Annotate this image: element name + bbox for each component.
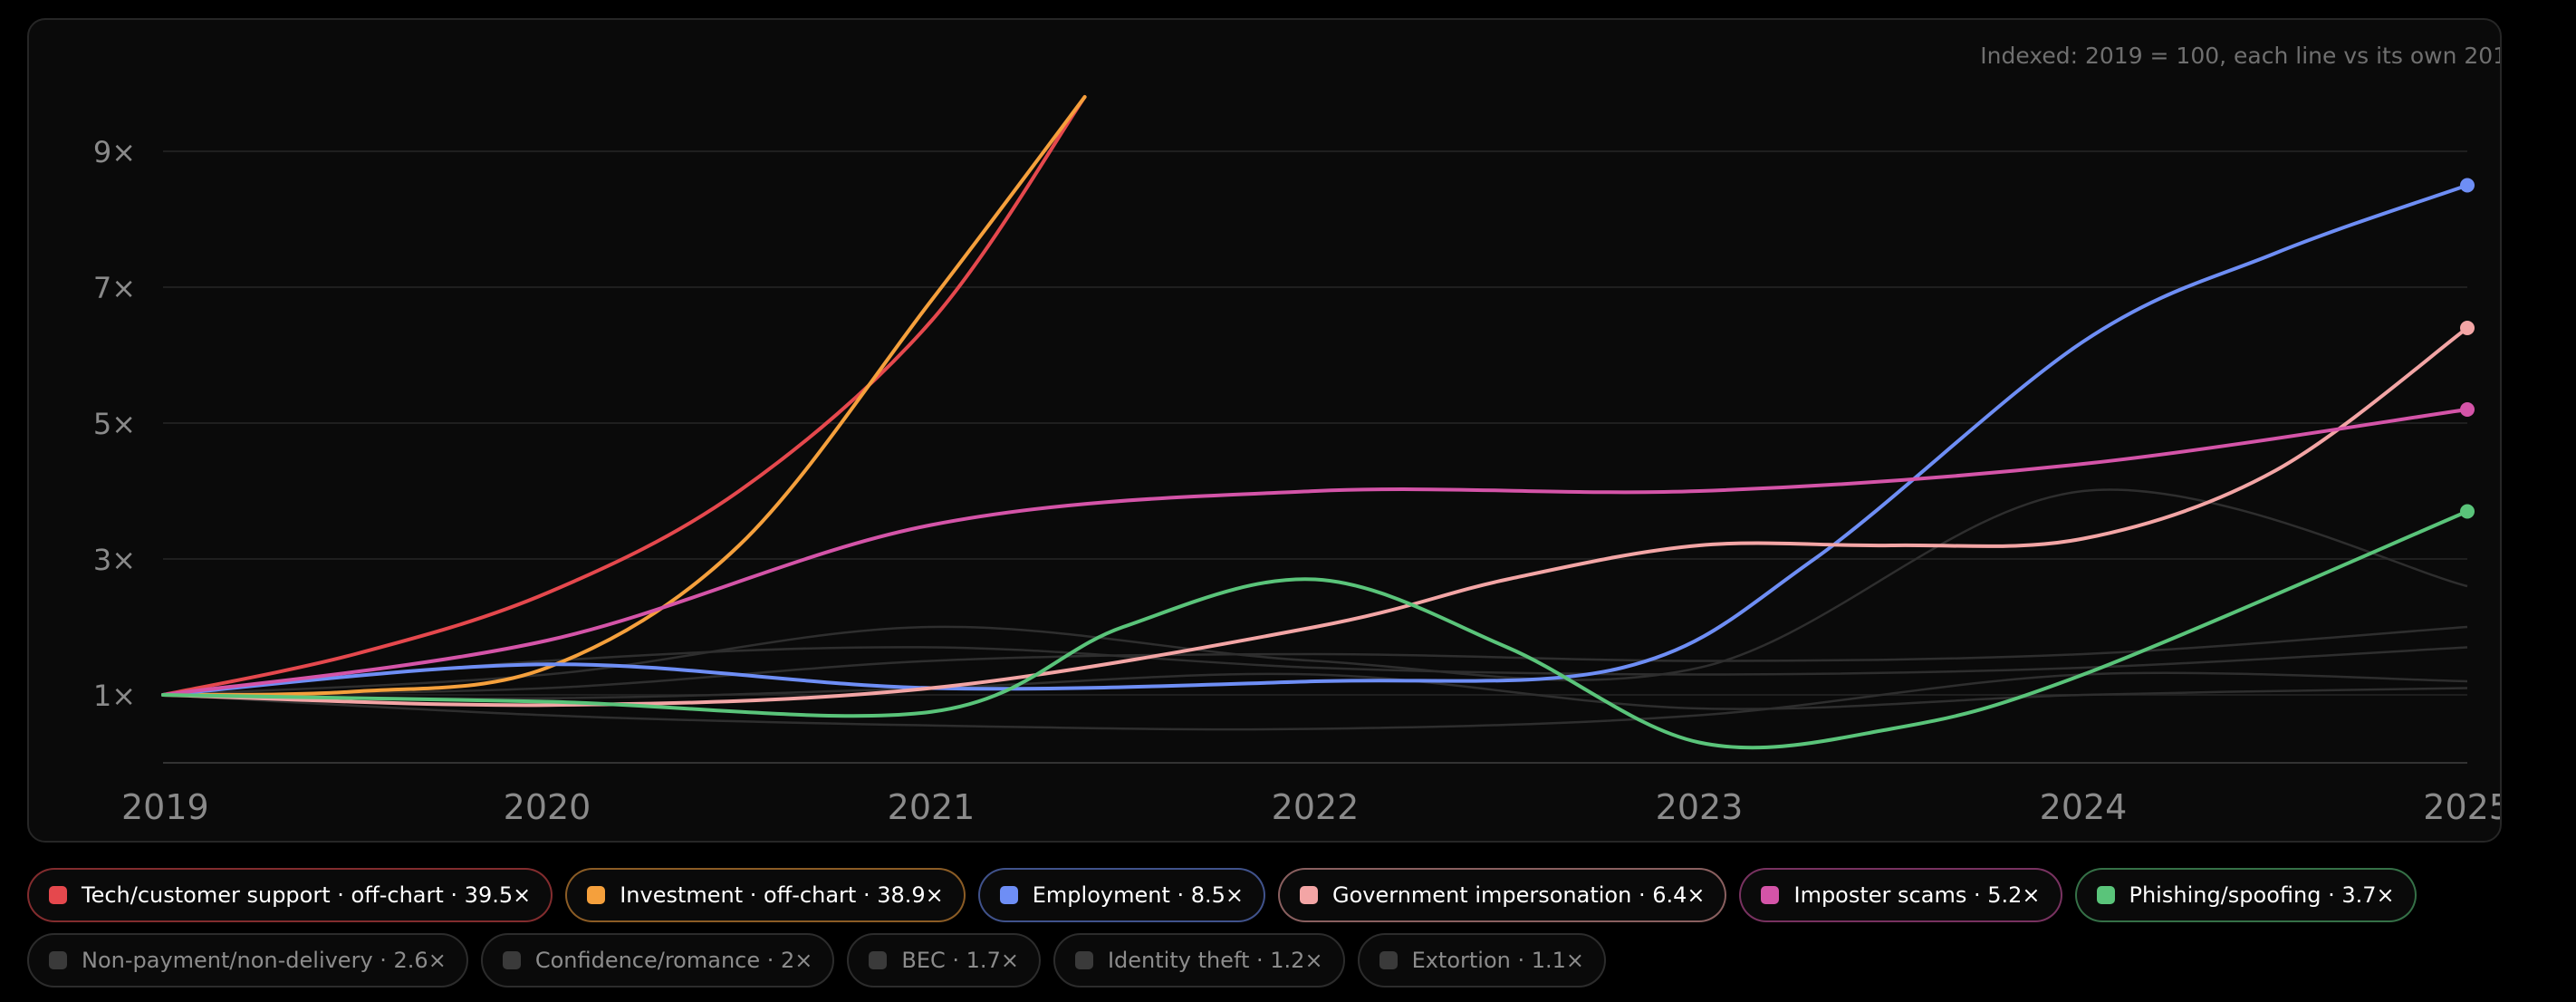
- series-endpoint-phishing-spoofing: [2460, 504, 2475, 519]
- x-tick-label: 2022: [1272, 787, 1360, 827]
- legend-chip-identity-theft[interactable]: Identity theft · 1.2×: [1053, 933, 1345, 988]
- legend-label: Government impersonation · 6.4×: [1332, 882, 1706, 908]
- series-line-confidence-romance: [162, 625, 2468, 697]
- y-tick-label: 7×: [93, 271, 136, 305]
- series-line-phishing-spoofing: [161, 509, 2469, 750]
- legend-swatch: [49, 951, 67, 969]
- line-chart: 1× 3× 5× 7× 9× 2019 2020 2021 2022 2023 2024 2025 I…: [93, 43, 2502, 827]
- legend-swatch: [502, 951, 521, 969]
- legend-chip-non-payment-non-delivery[interactable]: Non-payment/non-delivery · 2.6×: [27, 933, 468, 988]
- y-tick-label: 9×: [93, 135, 136, 169]
- legend-highlighted: Tech/customer support · off-chart · 39.5…: [27, 868, 2417, 922]
- legend-muted: Non-payment/non-delivery · 2.6× Confidenc…: [27, 933, 1607, 988]
- y-tick-label: 5×: [93, 407, 136, 441]
- legend-chip-government-impersonation[interactable]: Government impersonation · 6.4×: [1278, 868, 1727, 922]
- legend-chip-bec[interactable]: BEC · 1.7×: [847, 933, 1041, 988]
- legend-label: Confidence/romance · 2×: [534, 948, 813, 973]
- y-tick-label: 3×: [93, 543, 136, 577]
- series-line-bec: [162, 646, 2468, 697]
- series-endpoint-employment: [2460, 178, 2475, 193]
- legend-swatch: [1761, 886, 1780, 904]
- series-line-non-payment-non-delivery: [162, 488, 2468, 697]
- legend-swatch: [999, 886, 1018, 904]
- x-tick-label: 2025: [2423, 787, 2502, 827]
- chart-panel: 1× 3× 5× 7× 9× 2019 2020 2021 2022 2023 2024 2025 I…: [27, 18, 2502, 843]
- legend-label: Tech/customer support · off-chart · 39.5…: [82, 882, 532, 908]
- x-tick-label: 2020: [504, 787, 591, 827]
- series-endpoint-government-impersonation: [2460, 321, 2475, 335]
- x-tick-label: 2023: [1656, 787, 1744, 827]
- legend-swatch: [587, 886, 606, 904]
- legend-chip-extortion[interactable]: Extortion · 1.1×: [1357, 933, 1607, 988]
- legend-label: Identity theft · 1.2×: [1107, 948, 1323, 973]
- legend-chip-imposter-scams[interactable]: Imposter scams · 5.2×: [1739, 868, 2062, 922]
- legend-label: BEC · 1.7×: [901, 948, 1019, 973]
- series-line-employment: [161, 183, 2469, 697]
- series-line-tech-customer-support: [161, 95, 1087, 697]
- legend-swatch: [1300, 886, 1319, 904]
- legend-swatch: [1379, 951, 1398, 969]
- legend-swatch: [49, 886, 67, 904]
- x-tick-label: 2021: [888, 787, 976, 827]
- series-endpoint-imposter-scams: [2460, 402, 2475, 417]
- series-line-imposter-scams: [161, 408, 2469, 697]
- y-tick-label: 1×: [93, 679, 136, 713]
- series-line-extortion: [162, 672, 2468, 710]
- legend-chip-employment[interactable]: Employment · 8.5×: [977, 868, 1266, 922]
- series-line-investment: [161, 95, 1087, 697]
- legend-swatch: [1074, 951, 1093, 969]
- legend-label: Investment · off-chart · 38.9×: [620, 882, 944, 908]
- x-tick-label: 2024: [2040, 787, 2128, 827]
- x-tick-label: 2019: [121, 787, 209, 827]
- series-line-government-impersonation: [161, 326, 2469, 708]
- legend-chip-confidence-romance[interactable]: Confidence/romance · 2×: [480, 933, 835, 988]
- chart-note: Indexed: 2019 = 100, each line vs its ow…: [1980, 43, 2502, 69]
- legend-label: Extortion · 1.1×: [1411, 948, 1585, 973]
- legend-label: Non-payment/non-delivery · 2.6×: [82, 948, 447, 973]
- legend-swatch: [2096, 886, 2115, 904]
- legend-swatch: [869, 951, 888, 969]
- legend-label: Employment · 8.5×: [1032, 882, 1245, 908]
- legend-label: Imposter scams · 5.2×: [1793, 882, 2041, 908]
- legend-chip-phishing-spoofing[interactable]: Phishing/spoofing · 3.7×: [2074, 868, 2417, 922]
- legend-chip-tech-customer-support[interactable]: Tech/customer support · off-chart · 39.5…: [27, 868, 553, 922]
- legend-chip-investment[interactable]: Investment · off-chart · 38.9×: [565, 868, 966, 922]
- legend-label: Phishing/spoofing · 3.7×: [2129, 882, 2395, 908]
